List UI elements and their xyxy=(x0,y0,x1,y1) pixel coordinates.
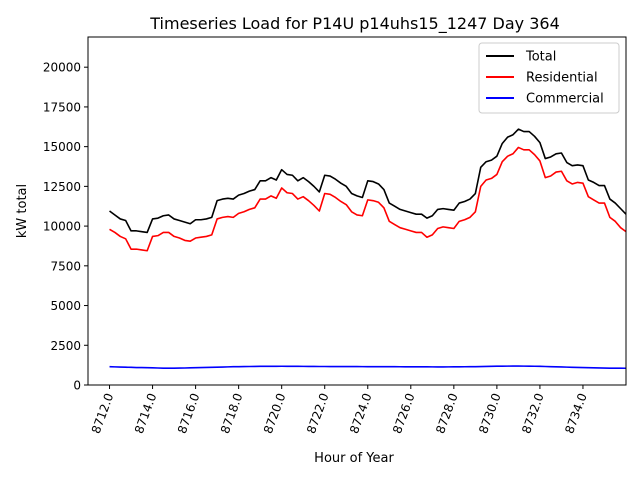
y-tick-label: 17500 xyxy=(43,100,81,114)
x-tick-label: 8726.0 xyxy=(390,391,418,435)
y-tick-label: 20000 xyxy=(43,61,81,75)
y-tick-label: 10000 xyxy=(43,220,81,234)
legend: Total Residential Commercial xyxy=(478,42,620,114)
x-tick-label: 8720.0 xyxy=(261,391,289,435)
y-tick-label: 7500 xyxy=(50,259,81,273)
legend-label-residential: Residential xyxy=(526,71,598,86)
y-axis-label: kW total xyxy=(15,184,30,238)
x-tick-label: 8728.0 xyxy=(433,391,461,435)
series-line-total xyxy=(109,128,627,234)
x-tick-label: 8730.0 xyxy=(476,391,504,435)
y-axis-ticks: 0 2500 5000 7500 10000 12500 15000 17500 20000 xyxy=(43,61,88,393)
chart-title: Timeseries Load for P14U p14uhs15_1247 D… xyxy=(149,14,560,34)
legend-label-commercial: Commercial xyxy=(526,92,604,107)
x-axis-ticks: 8712.0 8714.0 8716.0 8718.0 8720.0 8722.0 8724… xyxy=(89,385,590,435)
x-axis-label: Hour of Year xyxy=(314,451,394,466)
x-tick-label: 8718.0 xyxy=(218,391,246,435)
y-tick-label: 5000 xyxy=(50,299,81,313)
plot-frame xyxy=(87,36,627,386)
legend-box xyxy=(478,42,620,114)
x-tick-label: 8734.0 xyxy=(562,391,590,435)
series-line-residential xyxy=(109,146,627,252)
plot-lines xyxy=(109,128,627,370)
y-tick-label: 12500 xyxy=(43,180,81,194)
x-tick-label: 8712.0 xyxy=(89,391,117,435)
series-line-commercial xyxy=(109,365,627,370)
x-tick-label: 8732.0 xyxy=(519,391,547,435)
y-tick-label: 15000 xyxy=(43,140,81,154)
x-tick-label: 8714.0 xyxy=(132,391,160,435)
x-tick-label: 8724.0 xyxy=(347,391,375,435)
legend-label-total: Total xyxy=(525,50,556,65)
y-tick-label: 0 xyxy=(73,379,81,393)
x-tick-label: 8722.0 xyxy=(304,391,332,435)
y-tick-label: 2500 xyxy=(50,339,81,353)
x-tick-label: 8716.0 xyxy=(175,391,203,435)
